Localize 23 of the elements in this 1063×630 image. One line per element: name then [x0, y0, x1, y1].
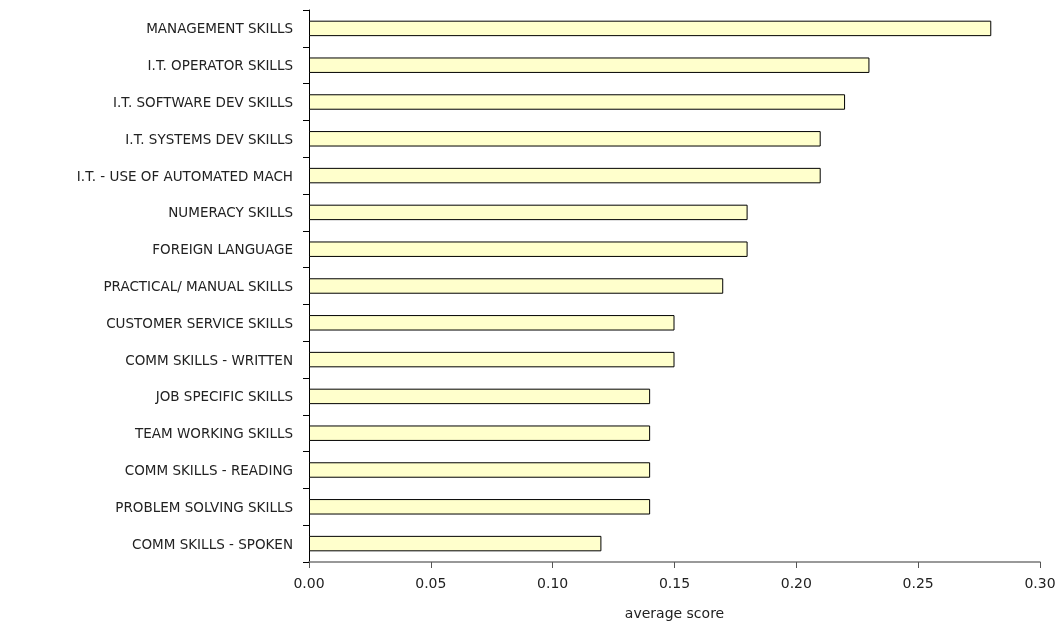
- y-tick-label: NUMERACY SKILLS: [168, 204, 293, 221]
- x-tick-label: 0.25: [902, 575, 934, 591]
- y-tick-label: I.T. SOFTWARE DEV SKILLS: [113, 94, 293, 110]
- y-tick-label: COMM SKILLS - READING: [124, 462, 293, 478]
- x-tick-label: 0.30: [1024, 575, 1056, 591]
- x-tick-label: 0.00: [293, 575, 325, 591]
- x-tick-label: 0.20: [780, 575, 812, 591]
- y-tick-label: I.T. SYSTEMS DEV SKILLS: [125, 130, 293, 147]
- y-tick-label: TEAM WORKING SKILLS: [133, 425, 293, 442]
- x-tick-label: 0.05: [415, 575, 447, 591]
- y-tick-label: I.T. - USE OF AUTOMATED MACH: [76, 167, 293, 184]
- y-tick-label: FOREIGN LANGUAGE: [152, 241, 293, 258]
- y-tick-label: PRACTICAL/ MANUAL SKILLS: [103, 278, 293, 294]
- y-tick-label: I.T. OPERATOR SKILLS: [147, 57, 293, 74]
- x-axis-title: average score: [624, 605, 725, 621]
- x-tick-label: 0.10: [537, 575, 569, 591]
- y-tick-label: COMM SKILLS - SPOKEN: [132, 535, 293, 552]
- x-tick-label: 0.15: [658, 575, 691, 591]
- y-tick-label: COMM SKILLS - WRITTEN: [125, 351, 293, 368]
- y-tick-label: MANAGEMENT SKILLS: [146, 20, 293, 37]
- y-tick-label: PROBLEM SOLVING SKILLS: [115, 498, 293, 515]
- y-tick-label: CUSTOMER SERVICE SKILLS: [106, 314, 293, 331]
- y-tick-label: JOB SPECIFIC SKILLS: [154, 388, 293, 405]
